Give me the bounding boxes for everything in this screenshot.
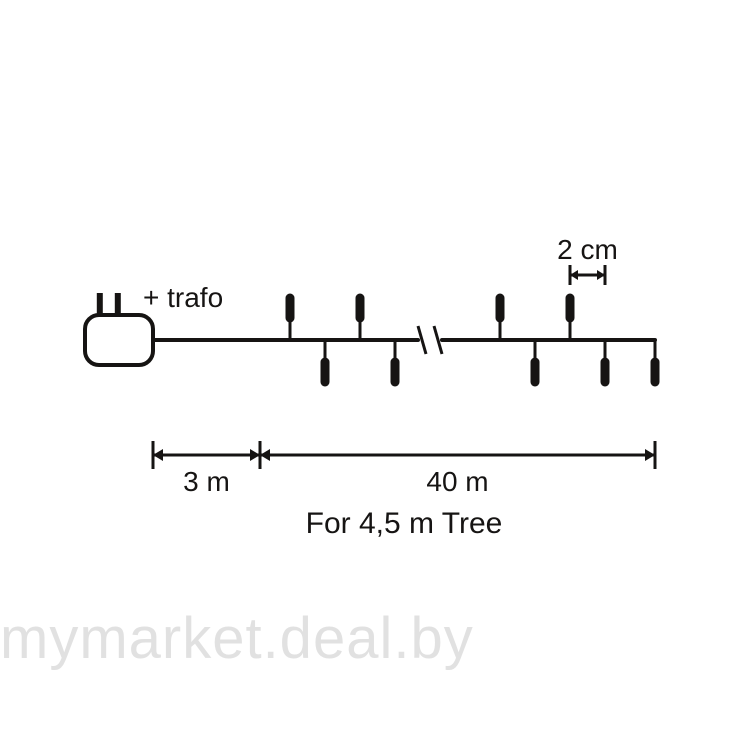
lead-length-label: 3 m: [183, 466, 230, 497]
plug-body: [85, 315, 153, 365]
lights-length-label: 40 m: [426, 466, 488, 497]
trafo-label: + trafo: [143, 282, 223, 313]
spacing-label: 2 cm: [557, 234, 618, 265]
caption: For 4,5 m Tree: [306, 507, 503, 540]
watermark-text: mymarket.deal.by: [0, 605, 750, 672]
